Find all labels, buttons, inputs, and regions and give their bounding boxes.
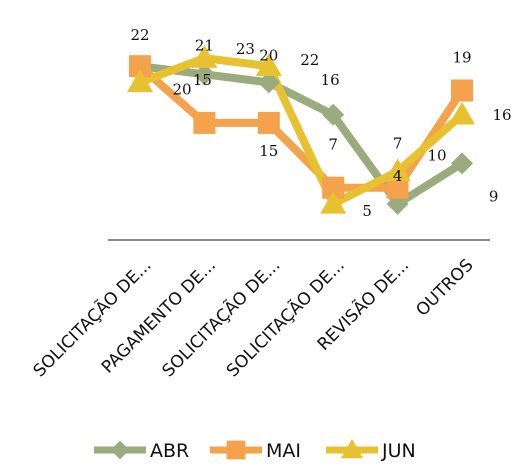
legend-item-jun: JUN — [326, 438, 416, 462]
jun-point-5 — [384, 158, 411, 182]
data-label-abr-6: 10 — [427, 146, 446, 164]
data-label-jun-5: 9 — [489, 188, 499, 206]
data-label-mai-4: 7 — [328, 136, 338, 154]
data-label-jun-6: 16 — [492, 106, 511, 124]
abr-point-3 — [257, 71, 280, 94]
jun-point-3 — [255, 53, 282, 76]
x-tick-label-4: SOLICITAÇÃO DE... — [221, 254, 348, 381]
legend-label-mai: MAI — [266, 440, 301, 462]
legend-item-mai: MAI — [210, 440, 301, 462]
data-label-mai-1: 22 — [130, 26, 149, 44]
data-label-abr-2: 21 — [195, 36, 214, 54]
jun-point-2 — [191, 45, 218, 68]
series-markers — [127, 45, 475, 215]
data-label-abr-5: 4 — [393, 167, 403, 185]
data-label-jun-1: 20 — [172, 80, 191, 98]
mai-point-1 — [129, 55, 151, 78]
mai-point-2 — [193, 111, 216, 134]
series-line-jun — [136, 54, 466, 208]
x-tick-label-3: SOLICITAÇÃO DE... — [157, 254, 284, 381]
abr-point-6 — [451, 152, 473, 175]
legend-marker-mai — [226, 440, 246, 460]
data-label-mai-5: 7 — [393, 135, 403, 153]
abr-point-4 — [322, 103, 345, 126]
data-label-jun-3: 22 — [300, 51, 319, 69]
mai-point-4 — [322, 176, 345, 199]
data-label-jun-4: 5 — [362, 202, 372, 220]
data-label-jun-2: 23 — [236, 40, 255, 58]
legend-item-abr: ABR — [94, 440, 189, 462]
legend-label-jun: JUN — [381, 440, 416, 462]
abr-point-2 — [193, 63, 216, 86]
legend: ABR MAI JUN — [94, 438, 416, 462]
data-label-mai-2: 15 — [193, 71, 212, 89]
x-tick-label-1: SOLICITAÇÃO DE... — [28, 254, 155, 381]
jun-point-6 — [449, 101, 475, 125]
mai-point-5 — [386, 176, 409, 199]
mai-point-6 — [451, 79, 473, 102]
jun-point-4 — [320, 190, 347, 214]
x-tick-label-2: PAGAMENTO DE... — [98, 255, 220, 377]
data-label-abr-4: 16 — [321, 71, 340, 89]
data-label-mai-6: 19 — [452, 49, 471, 67]
jun-point-1 — [127, 69, 153, 93]
legend-marker-abr — [110, 440, 130, 460]
legend-marker-jun — [340, 438, 364, 459]
data-label-mai-3: 15 — [259, 142, 278, 160]
mai-point-3 — [257, 111, 280, 134]
data-label-abr-3: 20 — [259, 46, 278, 64]
x-tick-label-6: OUTROS — [412, 255, 477, 320]
legend-label-abr: ABR — [150, 440, 189, 462]
x-tick-labels: SOLICITAÇÃO DE...PAGAMENTO DE...SOLICITA… — [28, 254, 477, 381]
